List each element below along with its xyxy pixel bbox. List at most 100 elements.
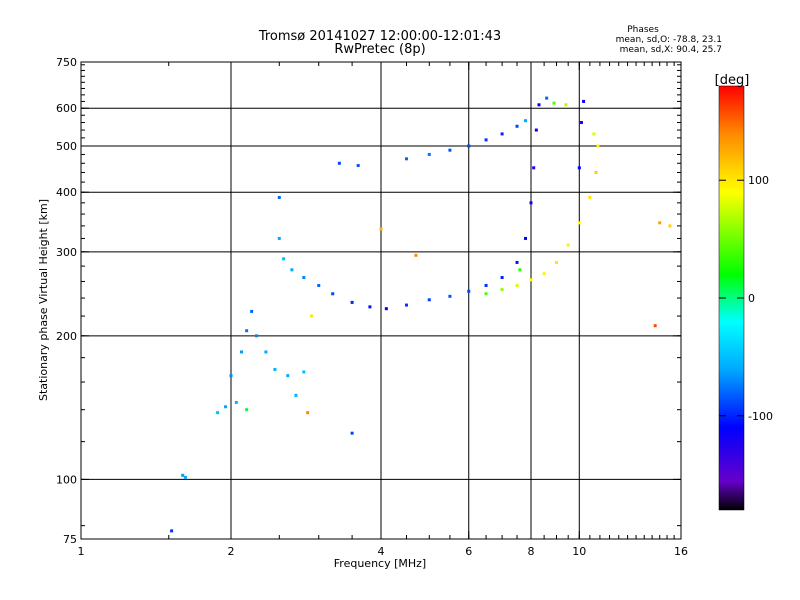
data-point — [524, 119, 528, 123]
data-point — [368, 305, 372, 309]
x-tick-label: 4 — [378, 545, 385, 558]
data-point — [350, 431, 354, 435]
x-tick-label: 16 — [674, 545, 688, 558]
data-point — [500, 288, 504, 292]
data-point — [302, 370, 306, 374]
data-point — [404, 157, 408, 161]
data-point — [356, 164, 360, 168]
data-point — [306, 411, 310, 415]
data-point — [337, 161, 341, 165]
colorbar-tick-label: 0 — [748, 292, 755, 305]
data-point — [427, 152, 431, 156]
x-axis: 1 2 4 6 8 10 16 — [78, 62, 688, 558]
data-point — [277, 236, 281, 240]
data-point — [234, 400, 238, 404]
data-point — [500, 276, 504, 280]
data-point — [404, 303, 408, 307]
data-point — [552, 101, 556, 105]
chart-title: Tromsø 20141027 12:00:00-12:01:43 — [258, 29, 501, 44]
x-tick-label: 8 — [528, 545, 535, 558]
data-point — [566, 243, 570, 247]
data-point — [564, 103, 568, 107]
data-point — [529, 201, 533, 205]
y-tick-label: 500 — [56, 140, 77, 153]
data-point — [245, 329, 249, 333]
data-point — [577, 166, 581, 170]
data-point — [542, 272, 546, 276]
y-axis-label: Stationary phase Virtual Height [km] — [37, 199, 50, 401]
data-point — [653, 324, 657, 328]
data-point — [294, 393, 298, 397]
data-point — [302, 276, 306, 280]
colorbar-tick-label: -100 — [748, 410, 773, 423]
grid-lines — [81, 62, 681, 539]
y-tick-label: 400 — [56, 186, 77, 199]
data-point — [467, 144, 471, 148]
y-tick-label: 100 — [56, 473, 77, 486]
data-point — [484, 283, 488, 287]
data-point — [245, 408, 249, 412]
data-point — [658, 221, 662, 225]
data-point — [331, 292, 335, 296]
data-point — [592, 132, 596, 136]
data-point — [181, 473, 185, 477]
data-point — [515, 124, 519, 128]
data-point — [448, 148, 452, 152]
y-tick-label: 75 — [63, 533, 77, 546]
data-point — [286, 374, 290, 378]
data-point — [414, 253, 418, 257]
data-point — [448, 294, 452, 298]
data-point — [529, 278, 533, 282]
y-tick-label: 600 — [56, 102, 77, 115]
data-point — [579, 121, 583, 125]
data-point — [524, 236, 528, 240]
x-tick-label: 1 — [78, 545, 85, 558]
data-point — [515, 283, 519, 287]
data-point — [282, 257, 286, 261]
data-point — [515, 260, 519, 264]
stats-x-mode: mean, sd,X: 90.4, 25.7 — [620, 45, 722, 55]
data-point — [545, 96, 549, 100]
data-point — [170, 529, 174, 533]
data-points — [170, 96, 672, 533]
colorbar-tick-label: 100 — [748, 174, 769, 187]
x-axis-label: Frequency [MHz] — [334, 557, 426, 570]
y-tick-label: 300 — [56, 246, 77, 259]
data-point — [484, 292, 488, 296]
stats-title: Phases — [627, 25, 659, 35]
data-point — [183, 475, 187, 479]
data-point — [273, 367, 277, 371]
colorbar-ticks: 100 0 -100 — [719, 174, 773, 423]
data-point — [290, 268, 294, 272]
stats-o-mode: mean, sd,O: -78.8, 23.1 — [616, 35, 722, 45]
data-point — [582, 99, 586, 103]
data-point — [216, 411, 220, 415]
data-point — [350, 300, 354, 304]
data-point — [537, 103, 541, 107]
data-point — [596, 144, 600, 148]
data-point — [229, 374, 233, 378]
data-point — [240, 350, 244, 354]
data-point — [594, 170, 598, 174]
data-point — [577, 221, 581, 225]
data-point — [500, 132, 504, 136]
y-tick-label: 200 — [56, 330, 77, 343]
data-point — [668, 224, 672, 228]
data-point — [309, 314, 313, 318]
data-point — [264, 350, 268, 354]
data-point — [254, 334, 258, 338]
data-point — [467, 289, 471, 293]
data-point — [224, 405, 228, 409]
data-point — [484, 138, 488, 142]
y-axis: 75 100 200 300 400 500 600 750 — [56, 56, 681, 546]
data-point — [277, 195, 281, 199]
x-tick-label: 6 — [465, 545, 472, 558]
data-point — [427, 298, 431, 302]
x-tick-label: 2 — [228, 545, 235, 558]
data-point — [588, 195, 592, 199]
data-point — [554, 260, 558, 264]
chart-subtitle: RwPretec (8p) — [334, 42, 425, 57]
data-point — [379, 227, 383, 231]
data-point — [532, 166, 536, 170]
